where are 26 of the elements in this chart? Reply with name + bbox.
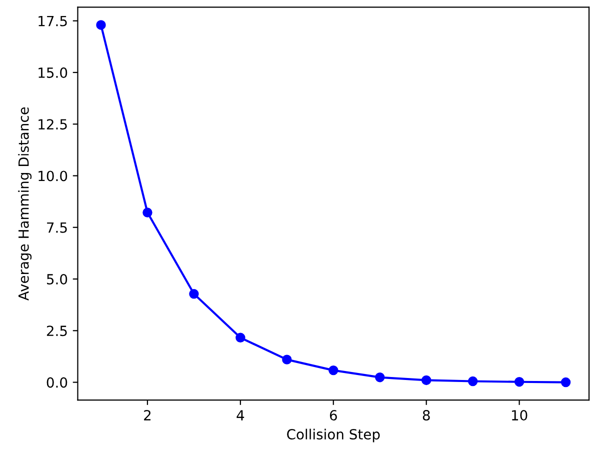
x-tick-label: 10 bbox=[512, 410, 528, 421]
x-tick-label: 6 bbox=[330, 410, 337, 421]
x-tick-label: 4 bbox=[236, 410, 244, 420]
point bbox=[514, 377, 524, 387]
y-tick-label: 2.5 bbox=[46, 326, 67, 336]
y-tick-label: 17.5 bbox=[38, 16, 67, 26]
y-tick-label: 7.5 bbox=[47, 222, 67, 233]
y-tick-label: 15.0 bbox=[38, 67, 68, 78]
point bbox=[560, 377, 571, 388]
point bbox=[421, 375, 432, 386]
y-tick-label: 5.0 bbox=[47, 274, 68, 284]
point bbox=[189, 289, 199, 299]
point bbox=[236, 332, 246, 343]
point bbox=[142, 208, 152, 218]
y-tick-label: 0.0 bbox=[46, 377, 68, 388]
point bbox=[96, 20, 106, 30]
point bbox=[468, 376, 478, 386]
x-axis-title: Collision Step bbox=[287, 428, 380, 442]
point bbox=[328, 365, 338, 376]
y-axis-title: Average Hamming Distance bbox=[18, 107, 32, 301]
y-tick-label: 12.5 bbox=[38, 119, 67, 130]
point bbox=[375, 372, 385, 382]
y-tick-label: 10.0 bbox=[38, 170, 68, 182]
x-tick-label: 8 bbox=[422, 410, 430, 421]
point bbox=[282, 354, 292, 364]
x-tick-label: 2 bbox=[144, 410, 150, 420]
